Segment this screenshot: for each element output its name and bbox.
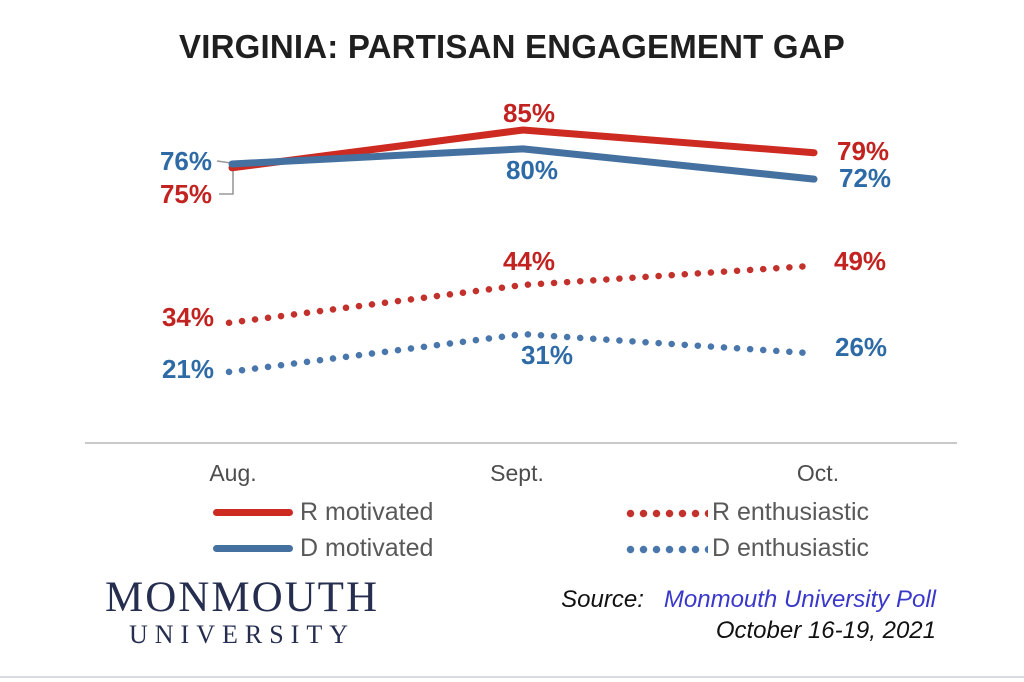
legend-swatch-d-enthusiastic-dots-icon <box>626 545 708 554</box>
axis-label-aug: Aug. <box>209 460 257 486</box>
point-label-r-motivated-aug-: 75% <box>159 179 212 209</box>
logo-line-1: MONMOUTH <box>105 574 379 621</box>
logo-line-2: UNIVERSITY <box>129 620 355 649</box>
point-label-r-enthusiastic-oct-: 49% <box>834 246 887 276</box>
axis-label-oct: Oct. <box>796 460 840 486</box>
legend-swatch-r-enthusiastic-dots-icon <box>626 509 708 518</box>
label-leader-line <box>219 168 234 195</box>
axis-label-sept: Sept. <box>490 460 544 486</box>
point-label-r-motivated-sept-: 85% <box>502 98 556 128</box>
bottom-edge-strip <box>0 676 1024 678</box>
line-chart <box>216 126 818 376</box>
point-label-d-motivated-sept-: 80% <box>505 155 559 185</box>
source-prefix: Source: <box>561 586 644 613</box>
line-d-enthusiastic <box>225 330 812 376</box>
point-label-d-enthusiastic-sept-: 31% <box>520 340 574 370</box>
legend-swatch-d-motivated-line-icon <box>213 545 293 552</box>
line-r-enthusiastic <box>225 262 812 327</box>
axis-divider <box>85 442 957 444</box>
legend-swatch-r-motivated-line-icon <box>213 509 293 516</box>
monmouth-university-logo: MONMOUTH UNIVERSITY <box>92 576 392 649</box>
source-block: Source: Monmouth University Poll October… <box>561 584 936 646</box>
line-d-motivated <box>228 145 818 183</box>
label-leader-line <box>216 160 232 164</box>
source-line-1: Source: Monmouth University Poll <box>561 584 936 615</box>
legend-label-r-enthusiastic: R enthusiastic <box>712 498 870 526</box>
point-label-d-enthusiastic-aug-: 21% <box>161 354 214 384</box>
legend-label-d-motivated: D motivated <box>300 534 434 562</box>
chart-title: VIRGINIA: PARTISAN ENGAGEMENT GAP <box>178 28 846 65</box>
point-label-d-enthusiastic-oct-: 26% <box>835 332 888 362</box>
point-label-r-enthusiastic-aug-: 34% <box>161 302 214 332</box>
source-link[interactable]: Monmouth University Poll <box>663 586 936 613</box>
point-label-d-motivated-aug-: 76% <box>159 146 212 176</box>
legend-label-r-motivated: R motivated <box>300 498 434 526</box>
source-date: October 16-19, 2021 <box>715 617 936 644</box>
line-r-motivated <box>228 126 818 172</box>
point-label-d-motivated-oct-: 72% <box>839 163 892 193</box>
legend-label-d-enthusiastic: D enthusiastic <box>712 534 870 562</box>
point-label-r-enthusiastic-sept-: 44% <box>502 246 556 276</box>
point-label-r-motivated-oct-: 79% <box>837 136 890 166</box>
